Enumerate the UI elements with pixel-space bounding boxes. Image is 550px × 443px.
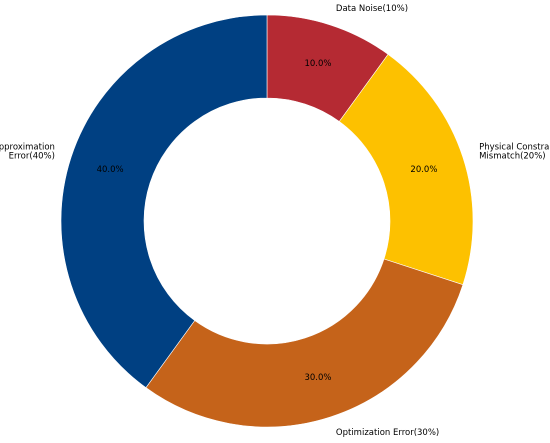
- slices-group: [60, 14, 474, 428]
- slice-2: [145, 258, 464, 428]
- category-label-1-line-0: Physical Constraint: [479, 143, 550, 153]
- category-label-3-line-1: Error(40%): [9, 152, 55, 162]
- percent-label-2: 30.0%: [304, 373, 331, 383]
- percent-label-3: 40.0%: [97, 165, 124, 175]
- category-label-0: Data Noise(10%): [336, 4, 408, 14]
- slice-1: [338, 53, 474, 286]
- category-label-0-line-0: Data Noise(10%): [336, 4, 408, 14]
- category-label-1: Physical ConstraintMismatch(20%): [479, 143, 550, 162]
- category-label-2-line-0: Optimization Error(30%): [336, 428, 439, 438]
- category-label-1-line-1: Mismatch(20%): [479, 152, 546, 162]
- slice-3: [60, 14, 268, 389]
- percent-labels-group: 10.0% 20.0% 30.0% 40.0%: [97, 59, 438, 383]
- category-labels-group: Data Noise(10%) Physical ConstraintMismat…: [0, 4, 550, 438]
- category-label-2: Optimization Error(30%): [336, 428, 439, 438]
- category-label-3-line-0: Approximation: [0, 143, 55, 153]
- percent-label-0: 10.0%: [304, 59, 331, 69]
- category-label-3: ApproximationError(40%): [0, 143, 55, 162]
- percent-label-1: 20.0%: [410, 165, 437, 175]
